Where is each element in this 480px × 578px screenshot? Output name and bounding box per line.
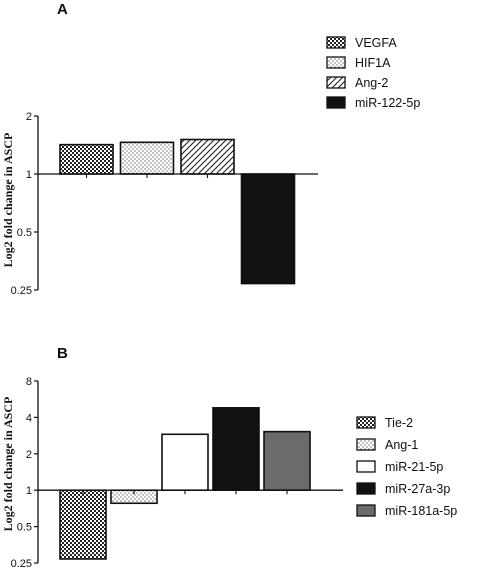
legend-label: HIF1A	[355, 56, 391, 70]
panel-A: A Log2 fold change in ASCP 0.25 0.5 1 2 VEGFA H…	[1, 1, 420, 297]
legend-label: Tie-2	[385, 416, 413, 430]
legend-swatch	[326, 76, 346, 89]
legend-swatch	[326, 56, 346, 69]
y-tick-label: 1	[26, 169, 32, 181]
legend-swatch	[356, 482, 376, 495]
bar-vegfa	[59, 143, 114, 175]
y-tick-label: 1	[26, 485, 32, 497]
y-axis-title: Log2 fold change in ASCP	[1, 397, 15, 532]
y-axis-title: Log2 fold change in ASCP	[1, 133, 15, 268]
legend-swatch	[356, 504, 376, 517]
y-tick-label: 8	[26, 376, 32, 388]
legend-label: Ang-1	[385, 438, 418, 452]
legend-label: VEGFA	[355, 36, 397, 50]
bar-mir-27a-3p	[212, 407, 260, 492]
panel-letter: A	[57, 1, 68, 18]
bar-ang-2	[180, 138, 235, 175]
legend: Tie-2 Ang-1 miR-21-5p miR-27a-3p miR-181a-5p	[356, 416, 457, 518]
bar-mir-21-5p	[161, 433, 209, 492]
y-tick-label: 0.5	[17, 227, 32, 239]
legend-swatch	[356, 416, 376, 429]
panel-letter: B	[57, 345, 68, 362]
bar-mir-181a-5p	[263, 430, 311, 492]
y-tick-label: 2	[26, 111, 32, 123]
panel-B: B Log2 fold change in ASCP 0.25 0.5 1 2 4 8 Tie-…	[1, 345, 457, 570]
y-tick-label: 0.25	[11, 558, 32, 570]
legend-swatch	[356, 460, 376, 473]
y-tick-label: 0.25	[11, 285, 32, 297]
legend-label: Ang-2	[355, 76, 388, 90]
bar-hif1a	[119, 141, 175, 175]
y-tick-label: 0.5	[17, 522, 32, 534]
legend-swatch	[356, 438, 376, 451]
y-tick-label: 2	[26, 449, 32, 461]
legend-swatch	[326, 36, 346, 49]
legend-label: miR-21-5p	[385, 460, 443, 474]
legend-swatch	[326, 96, 346, 109]
legend-label: miR-181a-5p	[385, 504, 457, 518]
bar-tie-2	[59, 489, 107, 560]
y-tick-label: 4	[26, 412, 32, 424]
legend-label: miR-27a-3p	[385, 482, 450, 496]
legend-label: miR-122-5p	[355, 96, 420, 110]
legend: VEGFA HIF1A Ang-2 miR-122-5p	[326, 36, 420, 110]
bar-mir-122-5p	[240, 173, 296, 285]
